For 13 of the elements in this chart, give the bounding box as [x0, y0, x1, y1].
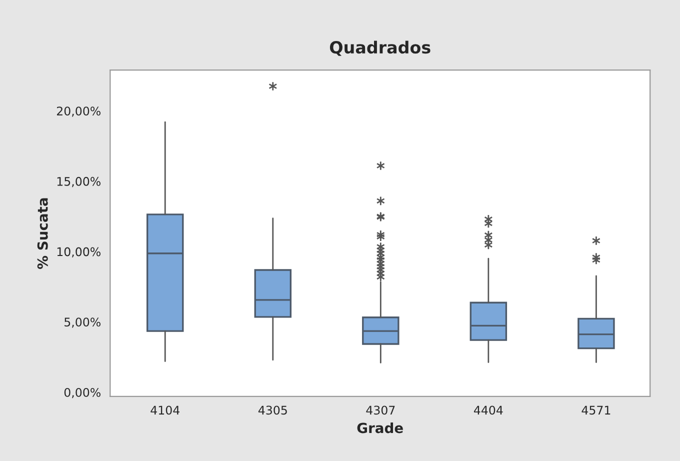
- y-tick-label: 10,00%: [57, 247, 100, 258]
- y-tick-label: 5,00%: [64, 318, 100, 328]
- x-tick-label: 4307: [366, 406, 395, 415]
- x-axis-title: Grade: [357, 422, 403, 434]
- y-tick-label: 20,00%: [56, 106, 100, 117]
- y-tick-label: 15,00%: [57, 176, 100, 188]
- x-tick-label: 4571: [582, 406, 610, 415]
- y-axis-title: % Sucata: [37, 198, 48, 269]
- x-tick-label: 4104: [150, 406, 180, 415]
- x-tick-label: 4404: [474, 406, 503, 415]
- x-tick-label: 4305: [258, 406, 287, 415]
- y-tick-label: 0,00%: [64, 388, 100, 398]
- chart-title: Quadrados: [330, 40, 430, 56]
